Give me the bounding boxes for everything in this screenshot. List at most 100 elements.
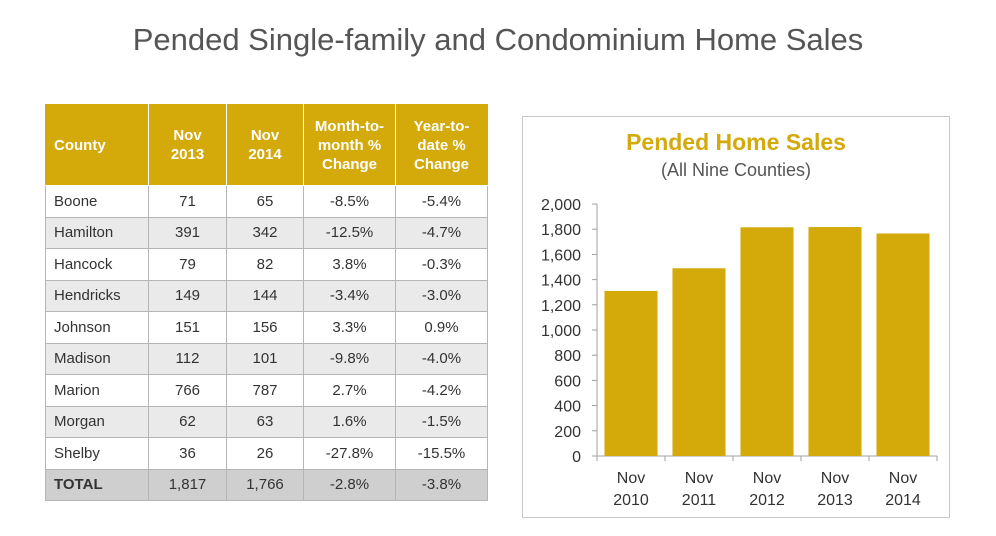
column-header-line: Nov: [173, 127, 202, 144]
value-cell: -12.5%: [303, 216, 396, 249]
y-tick-label: 1,200: [541, 298, 581, 315]
chart-title: Pended Home Sales: [626, 129, 846, 155]
table-row: Hancock 79 82 3.8% -0.3%: [45, 248, 488, 281]
value-cell: 36: [148, 437, 227, 470]
value-cell: -2.8%: [303, 468, 396, 501]
county-name-cell: Boone: [45, 185, 149, 218]
column-header-line: month %: [317, 136, 382, 154]
value-cell: 0.9%: [395, 311, 488, 344]
value-cell: -15.5%: [395, 437, 488, 470]
table-row: Boone 71 65 -8.5% -5.4%: [45, 185, 488, 218]
value-cell: -27.8%: [303, 437, 396, 470]
y-tick-label: 1,600: [541, 247, 581, 264]
table-row: Hamilton 391 342 -12.5% -4.7%: [45, 216, 488, 249]
county-sales-table: County Nov 2013 Nov 2014 Month-to-month % Chan…: [45, 104, 488, 501]
value-cell: 342: [226, 216, 304, 249]
bar: [876, 233, 930, 456]
county-name-cell: Marion: [45, 374, 149, 407]
y-tick-label: 200: [554, 424, 581, 441]
table-row: Madison 112 101 -9.8% -4.0%: [45, 342, 488, 375]
bar: [808, 227, 862, 456]
pended-home-sales-chart: Pended Home Sales (All Nine Counties) 0 2…: [522, 116, 950, 518]
column-header-line: Month-to-: [314, 117, 385, 135]
column-header-line: 2013: [170, 146, 205, 163]
value-cell: -9.8%: [303, 342, 396, 375]
column-header-line: Year-to-: [413, 117, 470, 135]
column-header-line: date %: [417, 136, 466, 154]
x-tick-label: Nov: [617, 470, 645, 487]
county-name-cell: Hamilton: [45, 216, 149, 249]
y-tick-label: 600: [554, 373, 581, 390]
y-tick-label: 1,000: [541, 323, 581, 340]
value-cell: -4.0%: [395, 342, 488, 375]
value-cell: 391: [148, 216, 227, 249]
x-tick-label: Nov: [821, 470, 849, 487]
value-cell: 79: [148, 248, 227, 281]
value-cell: 151: [148, 311, 227, 344]
y-tick-label: 1,400: [541, 273, 581, 290]
column-header: Nov 2014: [226, 104, 304, 186]
county-name-cell: Hancock: [45, 248, 149, 281]
value-cell: 26: [226, 437, 304, 470]
value-cell: 112: [148, 342, 227, 375]
value-cell: 1,817: [148, 468, 227, 501]
bar: [740, 227, 794, 456]
column-header: Nov 2013: [148, 104, 227, 186]
value-cell: -3.0%: [395, 279, 488, 312]
value-cell: 3.3%: [303, 311, 396, 344]
x-tick-label: 2014: [885, 492, 921, 509]
value-cell: -4.7%: [395, 216, 488, 249]
column-header-line: Change: [413, 155, 469, 173]
column-header: Month-to-month % Change: [303, 104, 396, 186]
value-cell: -8.5%: [303, 185, 396, 218]
value-cell: -0.3%: [395, 248, 488, 281]
chart-plot-area: 0 200 400 600 800 1,000 1,200 1,400 1,600 1,800 2,…: [541, 197, 938, 509]
column-header: Year-to-date % Change: [395, 104, 488, 186]
page-title: Pended Single-family and Condominium Hom…: [132, 22, 864, 57]
value-cell: 101: [226, 342, 304, 375]
table-row: Marion 766 787 2.7% -4.2%: [45, 374, 488, 407]
value-cell: 82: [226, 248, 304, 281]
chart-subtitle: (All Nine Counties): [660, 160, 812, 180]
value-cell: -3.8%: [395, 468, 488, 501]
value-cell: 156: [226, 311, 304, 344]
value-cell: 62: [148, 405, 227, 438]
table-header-row: County Nov 2013 Nov 2014 Month-to-month % Chan…: [45, 104, 488, 186]
value-cell: 787: [226, 374, 304, 407]
column-header-line: Change: [321, 155, 377, 173]
county-name-cell: TOTAL: [45, 468, 149, 501]
column-header-line: County: [54, 136, 106, 154]
y-tick-label: 0: [572, 449, 581, 466]
x-tick-label: 2011: [682, 492, 717, 509]
county-name-cell: Madison: [45, 342, 149, 375]
x-tick-label: Nov: [753, 470, 781, 487]
value-cell: 3.8%: [303, 248, 396, 281]
bar: [604, 290, 658, 456]
column-header-line: 2014: [248, 146, 282, 163]
x-tick-label: 2010: [613, 492, 649, 509]
value-cell: 766: [148, 374, 227, 407]
x-tick-label: 2013: [817, 492, 853, 509]
value-cell: -3.4%: [303, 279, 396, 312]
table-row: Shelby 36 26 -27.8% -15.5%: [45, 437, 488, 470]
x-tick-label: Nov: [685, 470, 713, 487]
total-row: TOTAL 1,817 1,766 -2.8% -3.8%: [45, 468, 488, 501]
county-name-cell: Hendricks: [45, 279, 149, 312]
value-cell: -4.2%: [395, 374, 488, 407]
value-cell: 2.7%: [303, 374, 396, 407]
value-cell: 71: [148, 185, 227, 218]
table-row: Morgan 62 63 1.6% -1.5%: [45, 405, 488, 438]
bar: [672, 268, 726, 456]
y-tick-label: 800: [554, 348, 581, 365]
value-cell: 63: [226, 405, 304, 438]
county-name-cell: Shelby: [45, 437, 149, 470]
y-tick-label: 2,000: [541, 197, 581, 214]
value-cell: 1.6%: [303, 405, 396, 438]
value-cell: 65: [226, 185, 304, 218]
x-tick-label: 2012: [749, 492, 785, 509]
x-tick-label: Nov: [889, 470, 917, 487]
value-cell: 144: [226, 279, 304, 312]
value-cell: -5.4%: [395, 185, 488, 218]
value-cell: 149: [148, 279, 227, 312]
county-name-cell: Morgan: [45, 405, 149, 438]
